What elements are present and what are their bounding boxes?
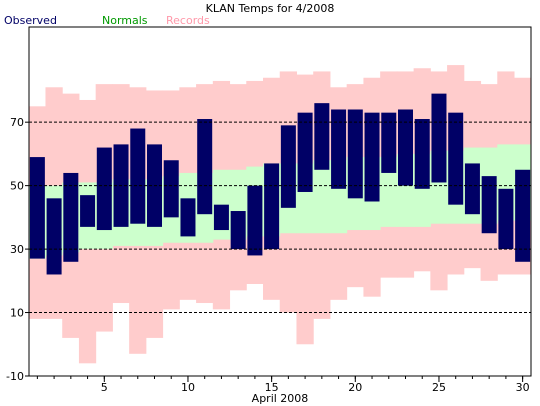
observed-bar-9: [163, 160, 179, 218]
chart-title: KLAN Temps for 4/2008: [206, 2, 335, 15]
observed-bar-28: [481, 176, 497, 234]
observed-bar-1: [29, 157, 45, 259]
observed-bar-7: [130, 128, 146, 224]
x-tick-label-5: 5: [101, 381, 108, 394]
observed-bar-2: [46, 198, 62, 275]
plot-area: -10 10 30 50 70 5 10 15 20 25 30: [6, 26, 532, 394]
observed-bar-23: [398, 109, 413, 186]
normals-bar-22: [380, 157, 398, 227]
y-tick-label-10: 10: [10, 307, 24, 320]
normals-bar-18: [313, 160, 331, 234]
x-tick-label-20: 20: [348, 381, 362, 394]
x-tick-label-15: 15: [265, 381, 279, 394]
observed-bar-3: [63, 172, 79, 262]
observed-bar-29: [498, 188, 514, 250]
observed-bar-26: [448, 112, 464, 205]
observed-bar-18: [314, 103, 330, 170]
observed-bar-11: [197, 119, 213, 215]
observed-bar-10: [180, 198, 196, 237]
y-tick-label-70: 70: [10, 116, 24, 129]
y-tick-label-30: 30: [10, 243, 24, 256]
observed-bar-20: [347, 109, 363, 199]
observed-bar-24: [414, 119, 430, 189]
x-axis-label: April 2008: [252, 392, 309, 405]
observed-bar-16: [280, 125, 296, 208]
legend-normals: Normals: [102, 14, 148, 27]
observed-bar-17: [297, 112, 313, 192]
observed-bar-13: [230, 211, 246, 250]
observed-bar-5: [96, 147, 112, 231]
observed-bar-30: [515, 169, 531, 262]
x-tick-label-25: 25: [432, 381, 446, 394]
x-tick-label-30: 30: [516, 381, 530, 394]
legend-records: Records: [166, 14, 210, 27]
observed-bar-22: [381, 112, 397, 173]
observed-bar-25: [431, 93, 447, 183]
observed-bar-15: [264, 163, 280, 250]
plot-frame: [28, 26, 532, 377]
observed-bar-21: [364, 112, 380, 202]
observed-bar-19: [331, 109, 347, 189]
observed-bar-27: [464, 163, 480, 215]
legend-observed: Observed: [4, 14, 57, 27]
y-tick-label--10: -10: [6, 370, 24, 383]
x-tick-label-10: 10: [181, 381, 195, 394]
observed-bar-14: [247, 185, 263, 256]
observed-bar-12: [213, 204, 229, 231]
y-tick-label-50: 50: [10, 180, 24, 193]
observed-bar-4: [80, 195, 96, 227]
